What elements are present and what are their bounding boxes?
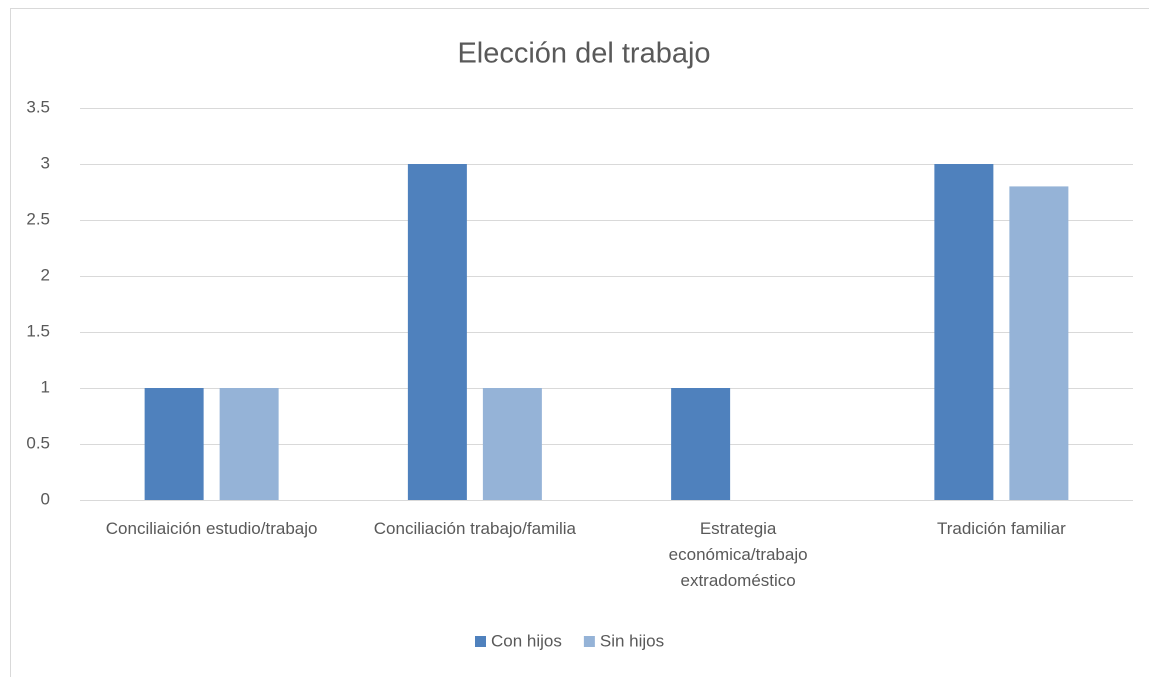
legend-swatch — [475, 636, 486, 647]
y-tick-label: 3 — [41, 153, 50, 172]
bar — [482, 388, 542, 500]
chart-title: Elección del trabajo — [457, 38, 710, 70]
y-tick-label: 3.5 — [26, 97, 50, 116]
legend-label: Sin hijos — [600, 631, 664, 650]
x-tick-label: Conciliaición estudio/trabajo — [105, 519, 318, 538]
chart-border — [10, 8, 1149, 677]
y-tick-label: 0.5 — [26, 433, 50, 452]
bar — [934, 164, 994, 500]
y-tick-label: 1 — [41, 377, 50, 396]
x-tick-label: Tradición familiar — [936, 519, 1066, 538]
y-tick-label: 2 — [41, 265, 50, 284]
legend-swatch — [583, 636, 595, 647]
legend-label: Con hijos — [491, 631, 562, 650]
x-tick-label: Estrategia económica/trabajo extradomést… — [668, 519, 808, 590]
x-tick-label: Conciliación trabajo/familia — [373, 519, 576, 538]
y-tick-label: 0 — [41, 489, 50, 508]
bar — [144, 388, 204, 500]
bar — [1009, 186, 1069, 500]
bar — [671, 388, 731, 500]
bar — [407, 164, 467, 500]
bar — [219, 388, 279, 500]
y-tick-label: 1.5 — [26, 321, 50, 340]
y-tick-label: 2.5 — [26, 209, 50, 228]
